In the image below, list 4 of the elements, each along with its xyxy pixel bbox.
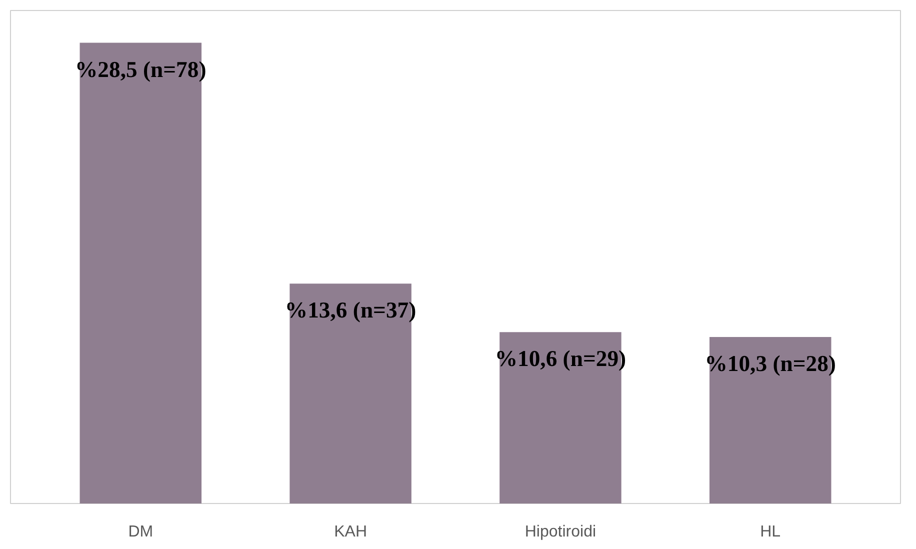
x-tick-label: Hipotiroidi (524, 524, 596, 540)
x-tick-label: HL (760, 524, 781, 540)
x-tick-label: KAH (334, 524, 368, 540)
x-tick-label: DM (128, 524, 154, 540)
